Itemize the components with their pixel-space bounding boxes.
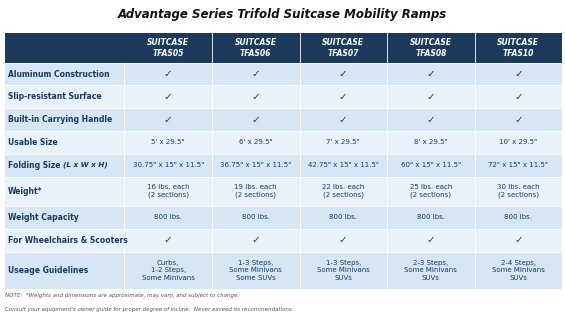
Text: ✓: ✓ — [251, 69, 260, 79]
Text: 800 lbs.: 800 lbs. — [242, 215, 270, 221]
Text: SUITCASE
TFAS07: SUITCASE TFAS07 — [322, 38, 364, 58]
Text: ✓: ✓ — [339, 235, 347, 245]
Text: 1-3 Steps,
Some Minivans
SUVs: 1-3 Steps, Some Minivans SUVs — [317, 260, 370, 281]
Text: 800 lbs.: 800 lbs. — [154, 215, 182, 221]
Text: For Wheelchairs & Scooters: For Wheelchairs & Scooters — [8, 236, 128, 245]
Bar — [5, 63, 562, 85]
Text: 800 lbs.: 800 lbs. — [505, 215, 532, 221]
Text: ✓: ✓ — [514, 92, 523, 102]
Bar — [5, 154, 562, 177]
Text: ✓: ✓ — [164, 235, 172, 245]
Text: 800 lbs.: 800 lbs. — [417, 215, 445, 221]
Text: ✓: ✓ — [339, 115, 347, 125]
Bar — [5, 252, 562, 289]
Text: SUITCASE
TFAS10: SUITCASE TFAS10 — [497, 38, 540, 58]
Text: ✓: ✓ — [427, 92, 435, 102]
Text: Usable Size: Usable Size — [8, 138, 58, 147]
Text: 36.75" x 15" x 11.5": 36.75" x 15" x 11.5" — [220, 162, 292, 168]
Text: Aluminum Construction: Aluminum Construction — [8, 70, 110, 79]
Text: 8' x 29.5": 8' x 29.5" — [414, 139, 447, 145]
Text: 30.75" x 15" x 11.5": 30.75" x 15" x 11.5" — [133, 162, 204, 168]
Text: ✓: ✓ — [164, 69, 172, 79]
Text: Folding Size: Folding Size — [8, 161, 63, 170]
Bar — [5, 108, 562, 131]
Text: ✓: ✓ — [339, 69, 347, 79]
Text: ✓: ✓ — [427, 235, 435, 245]
Text: SUITCASE
TFAS08: SUITCASE TFAS08 — [410, 38, 452, 58]
Text: 60" x 15" x 11.5": 60" x 15" x 11.5" — [401, 162, 461, 168]
Text: 2-4 Steps,
Some Minivans
SUVs: 2-4 Steps, Some Minivans SUVs — [492, 260, 545, 281]
Text: NOTE:  *Weights and dimensions are approximate, may vary, and subject to change.: NOTE: *Weights and dimensions are approx… — [5, 293, 238, 298]
Text: 72" x 15" x 11.5": 72" x 15" x 11.5" — [488, 162, 549, 168]
Text: 16 lbs. each
(2 sections): 16 lbs. each (2 sections) — [147, 185, 189, 198]
Text: 19 lbs. each
(2 sections): 19 lbs. each (2 sections) — [234, 185, 277, 198]
Text: (L x W x H): (L x W x H) — [63, 162, 108, 168]
Text: ✓: ✓ — [514, 69, 523, 79]
Text: 6' x 29.5": 6' x 29.5" — [239, 139, 272, 145]
Text: Curbs,
1-2 Steps,
Some Minivans: Curbs, 1-2 Steps, Some Minivans — [142, 260, 194, 281]
Text: ✓: ✓ — [251, 115, 260, 125]
Text: ✓: ✓ — [514, 235, 523, 245]
Bar — [5, 85, 562, 108]
Text: SUITCASE
TFAS05: SUITCASE TFAS05 — [147, 38, 189, 58]
Text: 22 lbs. each
(2 sections): 22 lbs. each (2 sections) — [322, 185, 364, 198]
Text: 800 lbs.: 800 lbs. — [329, 215, 357, 221]
Bar — [5, 206, 562, 229]
Text: ✓: ✓ — [164, 92, 172, 102]
Text: 5' x 29.5": 5' x 29.5" — [151, 139, 185, 145]
Text: 30 lbs. each
(2 sections): 30 lbs. each (2 sections) — [497, 185, 540, 198]
Text: 25 lbs. each
(2 sections): 25 lbs. each (2 sections) — [410, 185, 452, 198]
Text: Weight*: Weight* — [8, 187, 42, 196]
Text: Weight Capacity: Weight Capacity — [8, 213, 79, 222]
Text: Useage Guidelines: Useage Guidelines — [8, 266, 88, 275]
Text: ✓: ✓ — [427, 69, 435, 79]
Text: 1-3 Steps,
Some Minivans
Some SUVs: 1-3 Steps, Some Minivans Some SUVs — [229, 260, 282, 281]
Bar — [5, 131, 562, 154]
Text: SUITCASE
TFAS06: SUITCASE TFAS06 — [234, 38, 277, 58]
Text: 10' x 29.5": 10' x 29.5" — [499, 139, 537, 145]
Text: 7' x 29.5": 7' x 29.5" — [327, 139, 360, 145]
Text: ✓: ✓ — [164, 115, 172, 125]
Text: Advantage Series Trifold Suitcase Mobility Ramps: Advantage Series Trifold Suitcase Mobili… — [118, 8, 447, 21]
Text: Consult your equipment's owner guide for proper degree of incline.  Never exceed: Consult your equipment's owner guide for… — [5, 307, 293, 312]
Bar — [5, 33, 562, 63]
Text: 2-3 Steps,
Some Minivans
SUVs: 2-3 Steps, Some Minivans SUVs — [405, 260, 457, 281]
Text: Slip-resistant Surface: Slip-resistant Surface — [8, 92, 102, 101]
Bar — [5, 177, 562, 206]
Text: ✓: ✓ — [339, 92, 347, 102]
Bar — [5, 229, 562, 252]
Text: 42.75" x 15" x 11.5": 42.75" x 15" x 11.5" — [308, 162, 379, 168]
Text: Built-in Carrying Handle: Built-in Carrying Handle — [8, 115, 112, 124]
Text: ✓: ✓ — [427, 115, 435, 125]
Text: ✓: ✓ — [514, 115, 523, 125]
Text: ✓: ✓ — [251, 235, 260, 245]
Text: ✓: ✓ — [251, 92, 260, 102]
